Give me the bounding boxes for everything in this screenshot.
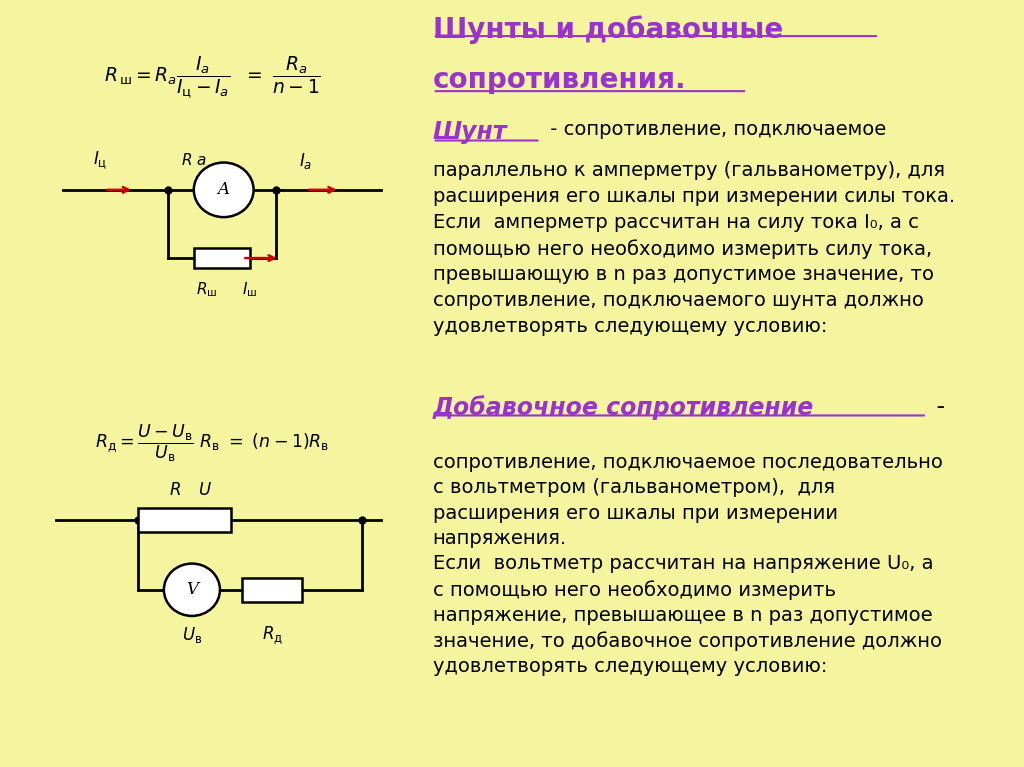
Text: Шунты и добавочные: Шунты и добавочные <box>433 15 783 44</box>
Text: $R_\text{д}$: $R_\text{д}$ <box>262 624 283 647</box>
Bar <box>194 248 250 268</box>
Text: Шунт: Шунт <box>433 120 507 143</box>
Text: параллельно к амперметру (гальванометру), для
расширения его шкалы при измерении: параллельно к амперметру (гальванометру)… <box>433 161 954 336</box>
Text: $R_\text{ш}$: $R_\text{ш}$ <box>197 280 217 299</box>
Text: $R$: $R$ <box>169 482 181 499</box>
Bar <box>243 578 302 602</box>
Circle shape <box>194 163 254 217</box>
Text: $I_\text{ц}$: $I_\text{ц}$ <box>93 150 108 171</box>
Text: сопротивление, подключаемое последовательно
с вольтметром (гальванометром),  для: сопротивление, подключаемое последовател… <box>433 453 942 676</box>
Text: $R_{\,\text{ш}} = R_a \dfrac{I_a}{I_\text{ц} - I_a}\ \ =\ \dfrac{R_a}{n-1}$: $R_{\,\text{ш}} = R_a \dfrac{I_a}{I_\tex… <box>104 54 321 100</box>
Circle shape <box>164 564 220 616</box>
Text: $I_\text{ш}$: $I_\text{ш}$ <box>243 280 257 299</box>
Text: $U$: $U$ <box>198 482 212 499</box>
Text: $I_a$: $I_a$ <box>299 151 312 171</box>
Text: -: - <box>929 395 945 419</box>
Text: $R_\text{д} = \dfrac{U - U_\text{в}}{U_\text{в}}\ R_\text{в}\ =\ (n-1)R_\text{в}: $R_\text{д} = \dfrac{U - U_\text{в}}{U_\… <box>95 423 330 464</box>
Text: сопротивления.: сопротивления. <box>433 67 686 94</box>
Text: $U_\text{в}$: $U_\text{в}$ <box>182 624 202 644</box>
Text: $R\ a$: $R\ a$ <box>181 152 207 168</box>
Text: V: V <box>186 581 198 598</box>
Text: Добавочное сопротивление: Добавочное сопротивление <box>433 395 814 420</box>
Text: - сопротивление, подключаемое: - сопротивление, подключаемое <box>544 120 886 139</box>
Bar <box>137 508 231 532</box>
Text: A: A <box>218 181 229 199</box>
